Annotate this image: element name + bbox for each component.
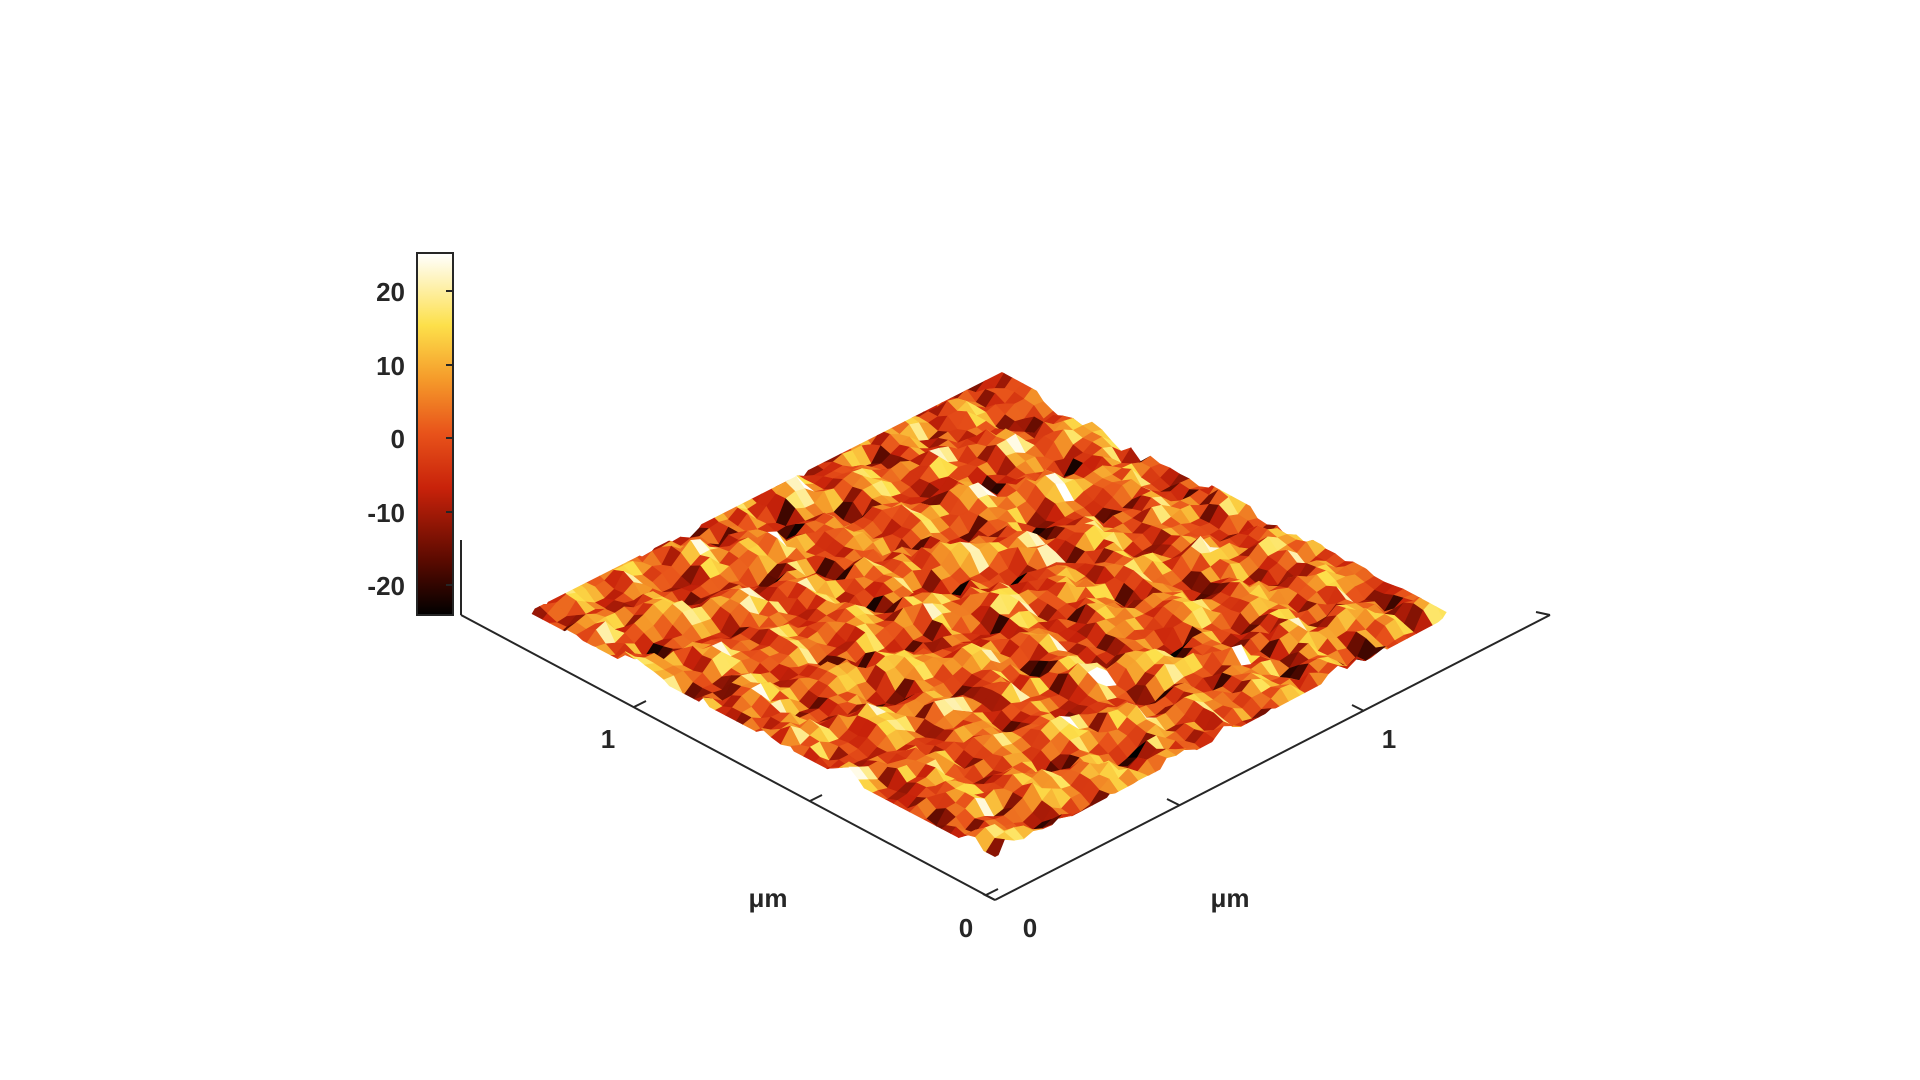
colorbar-tick-10: 10 [376,351,405,381]
left-axis-tick-1 [633,700,647,708]
right-axis-tick-mid [1166,798,1180,806]
axes-box [460,611,1551,901]
colorbar-tick-m10: -10 [367,498,405,528]
surface-facet [851,431,872,447]
left-axis-tick-label-0: 0 [959,913,973,943]
surface-facet [870,413,891,432]
surface-plot [528,372,1452,857]
surface-facet [1403,632,1424,646]
right-axis-label: μm [1210,883,1249,913]
left-axis-tick-label-1: 1 [601,724,615,754]
right-axis-tick-0 [982,893,996,901]
surface-facet [775,472,795,479]
colorbar: 20 10 0 -10 -20 [367,252,454,616]
left-axis-label: μm [748,883,787,913]
right-axis-line [994,614,1551,901]
right-axis-tick-1 [1351,704,1365,712]
right-axis-end-tick [1535,611,1551,616]
left-axis-tick-0 [985,888,999,896]
right-axis-tick-label-1: 1 [1382,724,1396,754]
colorbar-tick-0: 0 [391,424,405,454]
colorbar-tick-20: 20 [376,277,405,307]
colorbar-tick-m20: -20 [367,571,405,601]
surface-facet [879,408,900,428]
left-axis-tick-mid [809,794,823,802]
surface-facet [756,480,776,488]
surface-facet [555,583,577,595]
right-axis-tick-label-0: 0 [1023,913,1037,943]
left-axis-line [460,614,996,901]
surface-facet [1422,588,1443,601]
colorbar-bar [416,252,454,616]
surface-facet [889,408,911,418]
colorbar-ticks [446,290,453,586]
